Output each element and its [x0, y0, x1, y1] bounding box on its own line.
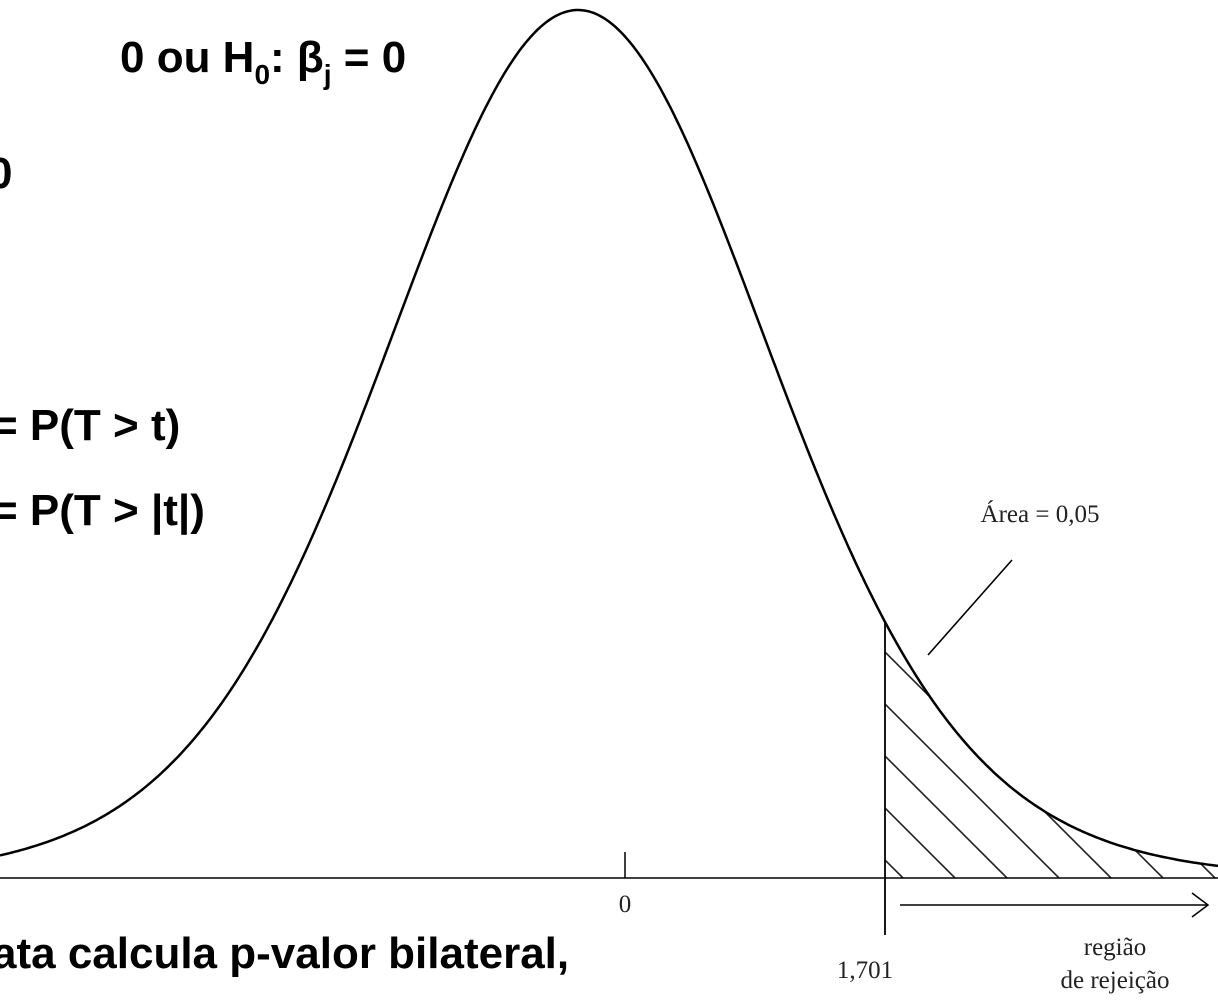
- p-one-sided: = P(T > t): [0, 401, 180, 450]
- arrow-head: [1191, 892, 1210, 918]
- p-two-sided: = P(T > |t|): [0, 486, 205, 536]
- area-label: Área = 0,05: [981, 500, 1100, 528]
- hatch-line: [885, 621, 956, 878]
- hatch-line: [885, 621, 1008, 878]
- density-curve: [0, 8, 1218, 868]
- critical-label: 1,701: [837, 957, 893, 984]
- region-label: região: [1084, 934, 1146, 961]
- region-label: de rejeição: [1061, 967, 1170, 994]
- center-label: 0: [619, 891, 632, 918]
- area-pointer: [927, 559, 1013, 656]
- bottom-text: ata calcula p-valor bilateral,: [0, 929, 569, 978]
- hatch-line: [885, 621, 1060, 878]
- line2: 0: [0, 149, 12, 198]
- hypothesis: 0 ou H0: βj = 0: [120, 33, 406, 90]
